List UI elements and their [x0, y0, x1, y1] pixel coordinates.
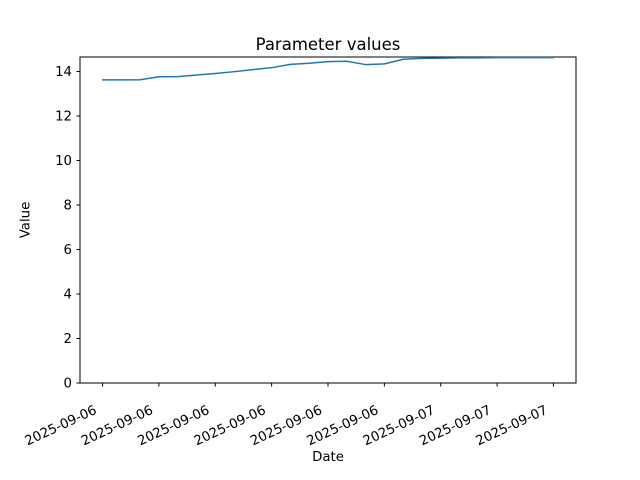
- x-axis-label: Date: [312, 450, 344, 465]
- y-axis-label: Value: [18, 201, 34, 239]
- chart-title: Parameter values: [255, 35, 401, 54]
- y-tick-label: 12: [55, 109, 72, 124]
- y-tick-label: 14: [55, 65, 72, 80]
- y-tick-label: 6: [64, 243, 72, 258]
- y-tick-label: 0: [64, 377, 72, 392]
- y-tick-label: 8: [64, 198, 72, 213]
- data-line: [101, 56, 555, 81]
- axes-frame: [79, 56, 577, 384]
- y-tick-label: 4: [64, 287, 72, 302]
- y-tick-label: 10: [55, 154, 72, 169]
- y-tick-label: 2: [64, 332, 72, 347]
